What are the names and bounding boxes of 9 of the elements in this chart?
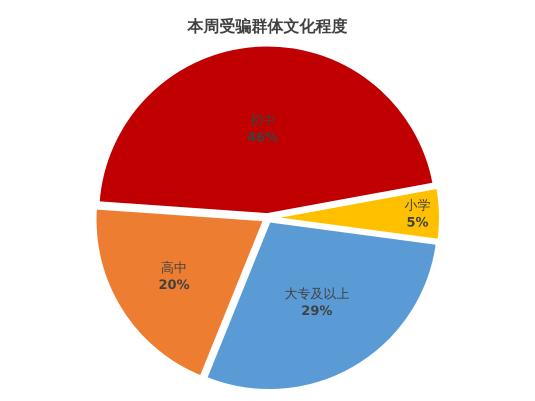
- slice-label: 高中: [161, 260, 188, 276]
- slice-label: 小学: [404, 198, 431, 214]
- data-label: 5%: [406, 215, 429, 230]
- chart-title: 本周受骗群体文化程度: [186, 16, 348, 36]
- data-label: 20%: [158, 278, 190, 293]
- data-label: 29%: [301, 304, 332, 319]
- slice-label: 初中: [250, 114, 276, 129]
- slice-label: 大专及以上: [284, 286, 350, 302]
- data-label: 46%: [246, 130, 278, 146]
